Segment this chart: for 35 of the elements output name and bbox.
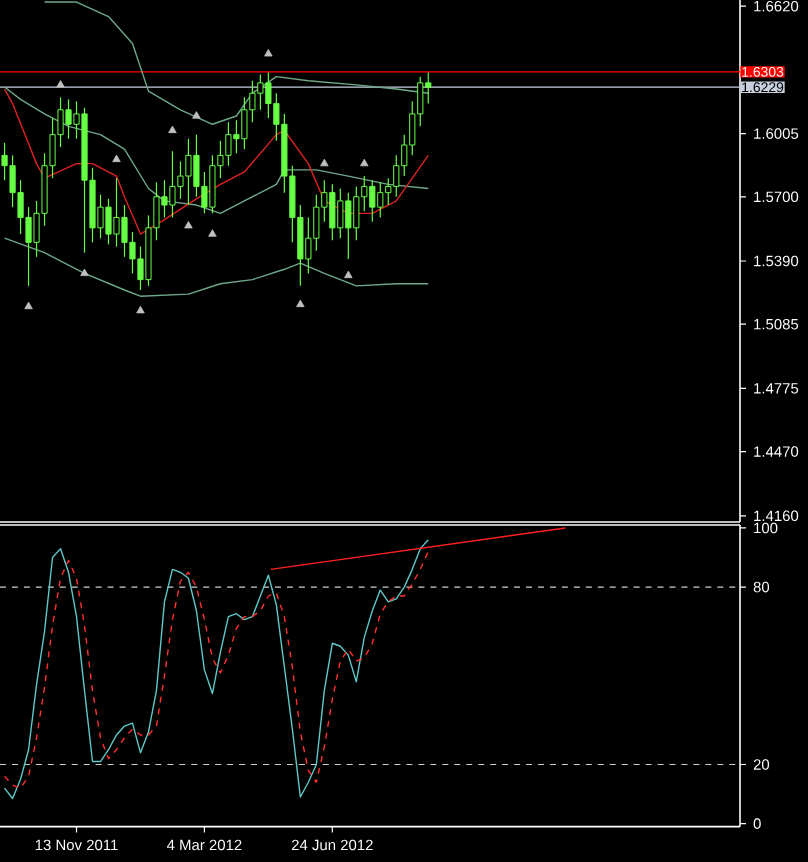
candlestick (177, 160, 184, 200)
candlestick (353, 185, 360, 241)
candlestick (265, 71, 272, 119)
point (184, 221, 193, 229)
point (320, 158, 329, 167)
candlestick (329, 183, 336, 241)
candlestick (369, 179, 376, 223)
candlestick (337, 187, 344, 239)
line-series (3, 237, 429, 297)
candlestick (169, 150, 176, 219)
candlestick (121, 204, 128, 258)
point (168, 125, 177, 134)
candlestick (209, 154, 216, 214)
line-series (43, 1, 429, 125)
candlestick (65, 98, 72, 140)
candlestick (113, 177, 120, 248)
point (360, 158, 369, 167)
candlestick (241, 96, 248, 150)
candlestick (225, 121, 232, 167)
point (344, 270, 353, 279)
point (56, 80, 65, 88)
candlestick (313, 194, 320, 252)
point (136, 305, 145, 314)
point (208, 229, 217, 237)
candlestick (185, 138, 192, 206)
point (80, 268, 89, 277)
point (192, 111, 201, 119)
candlestick (345, 192, 352, 260)
point (24, 301, 33, 310)
point (296, 299, 305, 308)
candlestick (257, 73, 264, 111)
candlestick (105, 198, 112, 246)
point (112, 154, 121, 163)
point (264, 49, 273, 57)
candlestick (377, 181, 384, 219)
